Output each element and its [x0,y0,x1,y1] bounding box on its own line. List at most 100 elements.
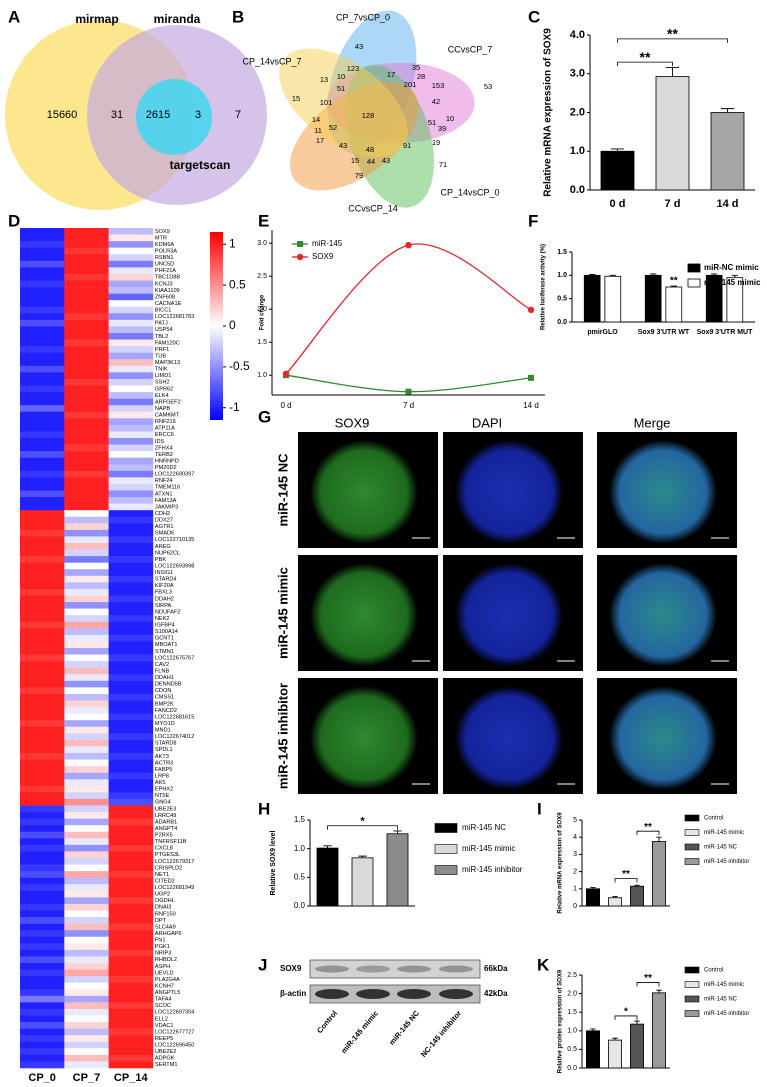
heatmap-cell [20,392,65,399]
blot-band [356,965,390,973]
column-header: SOX9 [335,415,370,430]
venn-count: 15660 [47,109,78,121]
legend-swatch [687,278,701,288]
gene-label: UGP2 [155,892,170,898]
heatmap-cell [108,405,154,413]
x-tick-label: pmirGLO [587,329,618,336]
heatmap-cell [64,293,109,301]
gene-label: DPT [155,918,167,924]
error-bar [634,884,640,887]
significance-label: ** [670,275,678,286]
heatmap-cell [20,287,65,294]
heatmap-cell [64,687,109,695]
y-tick-label: 2 [573,868,577,875]
gene-label: SSH2 [155,380,170,386]
gene-label: PBK [155,557,166,563]
venn-count: 43 [382,156,390,165]
gene-label: IDS [155,439,165,445]
band-label: β-actin [280,989,306,998]
legend-swatch [684,858,700,865]
y-tick-label: 1.5 [257,339,267,346]
gene-label: TBL2 [155,334,168,340]
blot-band [439,989,473,999]
heatmap-cell [20,615,65,623]
heatmap-cell [64,333,109,340]
y-tick-label: 1.0 [570,145,585,157]
heatmap-cell [64,654,109,662]
error-bar [590,1028,596,1031]
heatmap-cell [108,733,154,741]
heatmap-cell [108,963,154,970]
heatmap-cell [108,785,154,793]
heatmap-cell [64,490,109,498]
heatmap-cell [108,982,154,990]
venn-count: 48 [366,145,374,154]
y-tick-label: 2.0 [257,306,267,313]
heatmap-cell [64,930,109,938]
error-bar [323,845,332,849]
heatmap-cell [20,923,65,931]
bar [630,1023,645,1069]
gene-label: NET1 [155,872,169,878]
gene-label: NUP62CL [155,550,180,556]
gene-label: S100A14 [155,629,178,635]
gene-label: RHBDL2 [155,957,177,963]
significance-bracket [614,878,638,883]
heatmap-cell [64,228,109,235]
heatmap-cell [20,976,65,983]
legend-label: miR-145 mimic [462,844,515,853]
heatmap-cell [20,805,65,813]
gene-label: PLA2G4A [155,977,180,983]
heatmap-cell [108,444,154,452]
heatmap-cell [108,280,154,288]
gene-label: VDAC1 [155,1023,174,1029]
heatmap-cell [108,457,154,465]
legend-label: miR-145 inhibitor [704,1011,749,1017]
heatmap-cell [108,490,154,498]
heatmap-cell [20,405,65,413]
row-label: miR-145 mimic [275,567,290,659]
heatmap-cell [20,438,65,445]
heatmap-cell [20,411,65,419]
heatmap-cell [20,319,65,327]
heatmap-cell [108,805,154,813]
y-tick-label: 2.0 [567,990,577,997]
heatmap-cell [64,700,109,708]
heatmap-cell [108,818,154,826]
gene-label: NRIP3 [155,951,171,957]
legend-swatch [434,865,458,875]
heatmap-cell [20,1035,65,1043]
heatmap-cell [108,858,154,865]
heatmap-cell [64,897,109,905]
scale-bar-label: 100 μm [413,539,428,544]
heatmap-cell [20,569,65,577]
gene-label: LRRC49 [155,813,176,819]
heatmap-cell [20,949,65,957]
bar [608,1039,623,1069]
heatmap-cell [108,365,154,373]
heatmap-cell [20,575,65,583]
heatmap-cell [64,634,109,642]
colorbar [210,232,223,420]
heatmap-cell [108,746,154,754]
heatmap-cell [20,687,65,695]
heatmap-cell [20,628,65,636]
heatmap-cell [108,798,154,806]
heatmap-cell [108,680,154,688]
scale-bar-label: 100 μm [558,785,573,790]
heatmap-cell [108,378,154,386]
heatmap-cell [20,700,65,708]
heatmap-cell [64,588,109,596]
heatmap-cell [64,779,109,787]
heatmap-cell [108,720,154,728]
venn-count: 42 [432,97,440,106]
heatmap-cell [64,674,109,682]
heatmap-cell [108,234,154,242]
bar [665,286,683,323]
heatmap-cell [108,615,154,623]
gene-label: NAPB [155,406,171,412]
heatmap-cell [64,753,109,760]
heatmap-cell [20,720,65,728]
y-tick-label: 1.0 [294,844,306,853]
